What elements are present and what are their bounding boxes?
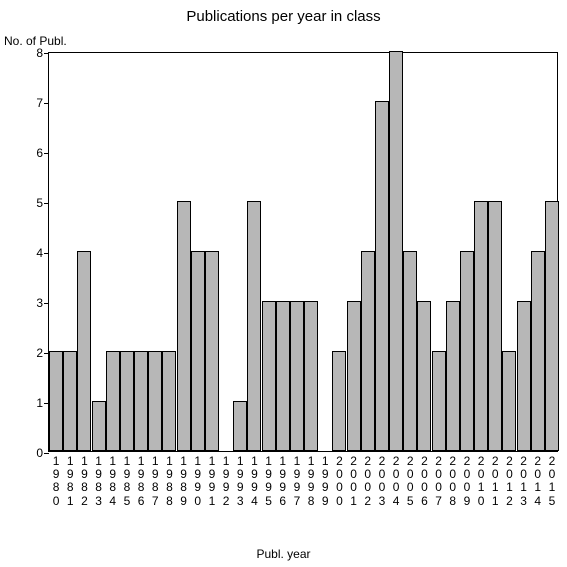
x-tick-label: 1 9 9 0: [194, 455, 201, 508]
y-tick-label: 6: [23, 146, 43, 160]
bar: [92, 401, 106, 451]
bar: [545, 201, 559, 451]
y-tick-label: 4: [23, 246, 43, 260]
bar: [77, 251, 91, 451]
y-tick-mark: [44, 303, 49, 304]
bar: [290, 301, 304, 451]
x-tick-label: 2 0 0 0: [336, 455, 343, 508]
x-tick-label: 1 9 8 2: [81, 455, 88, 508]
x-tick-label: 2 0 0 5: [407, 455, 414, 508]
y-tick-label: 3: [23, 296, 43, 310]
x-tick-label: 1 9 8 3: [95, 455, 102, 508]
bar: [304, 301, 318, 451]
bar: [247, 201, 261, 451]
y-tick-label: 5: [23, 196, 43, 210]
y-tick-label: 1: [23, 396, 43, 410]
x-tick-label: 2 0 1 2: [506, 455, 513, 508]
x-tick-label: 1 9 8 6: [138, 455, 145, 508]
x-tick-label: 1 9 9 9: [322, 455, 329, 508]
x-tick-label: 1 9 9 5: [265, 455, 272, 508]
x-tick-label: 2 0 0 9: [464, 455, 471, 508]
y-tick-mark: [44, 53, 49, 54]
x-tick-label: 1 9 8 9: [180, 455, 187, 508]
y-tick-mark: [44, 203, 49, 204]
bar: [332, 351, 346, 451]
x-tick-label: 1 9 9 1: [209, 455, 216, 508]
bar: [162, 351, 176, 451]
x-tick-label: 1 9 9 8: [308, 455, 315, 508]
y-tick-mark: [44, 103, 49, 104]
x-tick-label: 2 0 0 6: [421, 455, 428, 508]
x-tick-label: 2 0 0 2: [364, 455, 371, 508]
x-tick-label: 1 9 8 5: [124, 455, 131, 508]
bar: [417, 301, 431, 451]
bar: [134, 351, 148, 451]
x-tick-label: 1 9 8 1: [67, 455, 74, 508]
chart-title: Publications per year in class: [0, 8, 567, 25]
x-tick-label: 2 0 1 5: [549, 455, 556, 508]
bar: [63, 351, 77, 451]
x-tick-label: 2 0 1 3: [520, 455, 527, 508]
bar: [120, 351, 134, 451]
chart-container: Publications per year in class No. of Pu…: [0, 0, 567, 567]
y-tick-label: 2: [23, 346, 43, 360]
x-axis-label: Publ. year: [0, 547, 567, 561]
bar: [375, 101, 389, 451]
y-tick-label: 0: [23, 446, 43, 460]
x-tick-label: 2 0 1 0: [478, 455, 485, 508]
x-tick-label: 1 9 9 7: [294, 455, 301, 508]
bar: [262, 301, 276, 451]
x-tick-label: 2 0 0 1: [350, 455, 357, 508]
y-tick-label: 7: [23, 96, 43, 110]
x-tick-label: 1 9 9 2: [223, 455, 230, 508]
plot-area: 0123456781 9 8 01 9 8 11 9 8 21 9 8 31 9…: [48, 52, 558, 452]
bar: [347, 301, 361, 451]
x-tick-label: 2 0 0 7: [435, 455, 442, 508]
bar: [389, 51, 403, 451]
bar: [205, 251, 219, 451]
bar: [361, 251, 375, 451]
bar: [191, 251, 205, 451]
bar: [177, 201, 191, 451]
x-tick-label: 2 0 1 4: [534, 455, 541, 508]
bar: [474, 201, 488, 451]
y-tick-mark: [44, 453, 49, 454]
bar: [148, 351, 162, 451]
bar: [403, 251, 417, 451]
y-tick-label: 8: [23, 46, 43, 60]
bar: [488, 201, 502, 451]
x-tick-label: 2 0 0 4: [393, 455, 400, 508]
bar: [517, 301, 531, 451]
x-tick-label: 1 9 8 0: [53, 455, 60, 508]
bar: [502, 351, 516, 451]
x-tick-label: 2 0 0 8: [449, 455, 456, 508]
bar: [432, 351, 446, 451]
x-tick-label: 1 9 8 7: [152, 455, 159, 508]
x-tick-label: 1 9 8 8: [166, 455, 173, 508]
bar: [446, 301, 460, 451]
bar: [106, 351, 120, 451]
x-tick-label: 1 9 9 3: [237, 455, 244, 508]
x-tick-label: 1 9 9 4: [251, 455, 258, 508]
bar: [233, 401, 247, 451]
y-tick-mark: [44, 253, 49, 254]
x-tick-label: 2 0 1 1: [492, 455, 499, 508]
x-tick-label: 2 0 0 3: [379, 455, 386, 508]
bar: [276, 301, 290, 451]
bar: [531, 251, 545, 451]
y-tick-mark: [44, 153, 49, 154]
bar: [460, 251, 474, 451]
bar: [49, 351, 63, 451]
x-tick-label: 1 9 8 4: [109, 455, 116, 508]
x-tick-label: 1 9 9 6: [279, 455, 286, 508]
